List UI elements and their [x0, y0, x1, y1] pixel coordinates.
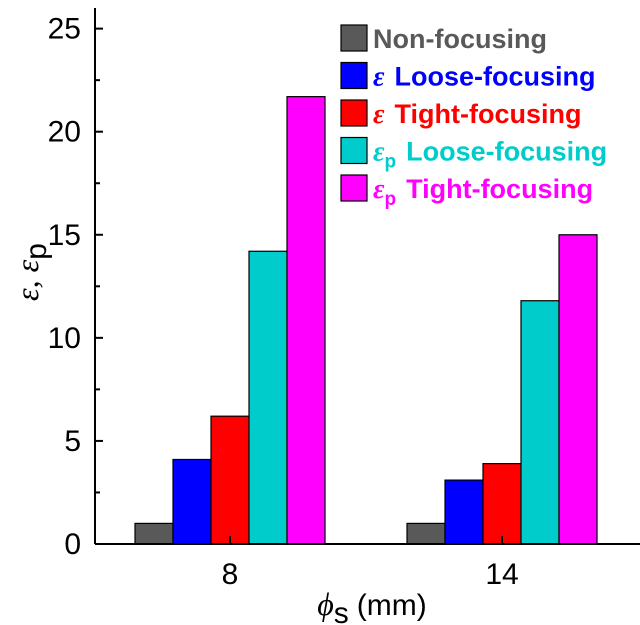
legend-entry-label: εp Loose-focusing [373, 137, 607, 173]
axes-layer [94, 8, 640, 545]
legend-symbol: ε [373, 62, 385, 93]
x-axis-title: ϕs (mm) [317, 586, 427, 625]
y-tick-label: 5 [64, 425, 81, 458]
legend-entry-label: ε Tight-focusing [373, 99, 581, 130]
legend-entry-label: ε Loose-focusing [373, 62, 595, 93]
legend-subscript: p [384, 152, 396, 173]
legend-symbol: ε [373, 174, 385, 205]
bar--p-loose-focusing-8 [248, 250, 288, 545]
legend-symbol: ε [373, 99, 385, 130]
bar-non-focusing-14 [406, 522, 446, 545]
y-tick-label: 25 [48, 13, 81, 46]
legend-subscript: p [384, 189, 396, 210]
x-tick-label: 14 [485, 558, 518, 591]
bar--p-loose-focusing-14 [520, 300, 560, 545]
y-axis-title: ε, εp [9, 243, 53, 301]
bar--p-tight-focusing-14 [558, 234, 598, 545]
bar--p-tight-focusing-8 [286, 96, 326, 545]
bar--tight-focusing-8 [210, 415, 250, 545]
bars-layer [134, 96, 598, 545]
legend-swatch [340, 61, 368, 90]
legend-label-text: Tight-focusing [394, 99, 581, 129]
x-ticks: 8 14 [222, 536, 519, 591]
y-tick-label: 0 [64, 528, 81, 561]
legend-swatch [340, 136, 368, 165]
y-tick-label: 20 [48, 116, 81, 149]
legend-swatch [340, 174, 368, 202]
legend-swatch [340, 24, 368, 52]
legend-label-text: Tight-focusing [406, 174, 593, 204]
legend-entry-label: Non-focusing [373, 24, 547, 54]
legend-label-text: Non-focusing [373, 24, 547, 54]
y-tick-label: 10 [48, 322, 81, 355]
legend-symbol: ε [373, 137, 385, 168]
legend-label-text: Loose-focusing [394, 62, 595, 92]
bar--loose-focusing-8 [172, 458, 212, 545]
bar--loose-focusing-14 [444, 479, 484, 545]
y-tick-label: 15 [48, 219, 81, 252]
bar--tight-focusing-14 [482, 463, 522, 545]
bar-non-focusing-8 [134, 522, 174, 545]
y-ticks: 0 5 10 15 20 25 [48, 13, 103, 561]
legend-entry-label: εp Tight-focusing [373, 174, 593, 210]
legend-swatch [340, 99, 368, 127]
legend: Non-focusing ε Loose-focusing ε Tight-focusi… [340, 24, 607, 210]
x-tick-label: 8 [222, 558, 239, 591]
legend-label-text: Loose-focusing [406, 137, 607, 167]
